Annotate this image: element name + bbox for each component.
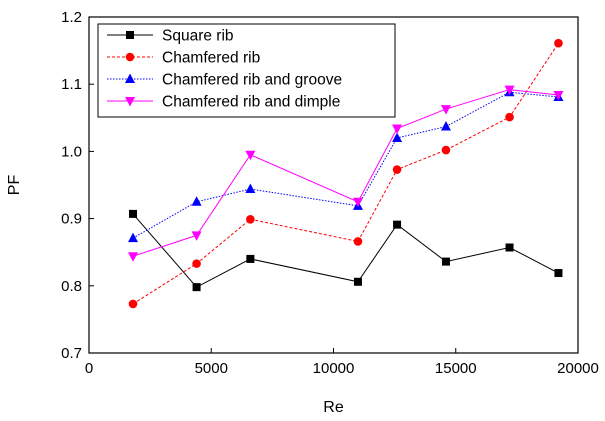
legend-marker: [125, 97, 135, 107]
data-point: [128, 232, 139, 243]
data-point: [352, 197, 363, 208]
legend-item: Square rib: [107, 28, 234, 45]
data-point: [441, 257, 450, 266]
data-point: [246, 254, 255, 263]
x-tick-label: 10000: [313, 360, 355, 377]
y-tick-label: 1.2: [61, 9, 82, 26]
legend-marker: [125, 52, 135, 62]
legend-item: Chamfered rib: [107, 50, 260, 67]
legend-item: Chamfered rib and dimple: [107, 94, 340, 111]
plot-layer: [128, 38, 564, 309]
y-tick-label: 0.8: [61, 278, 82, 295]
legend: Square rib Chamfered rib Chamfered rib and…: [97, 23, 396, 118]
x-tick-label: 5000: [195, 360, 228, 377]
data-point: [441, 145, 451, 155]
data-point: [191, 231, 202, 241]
legend-marker: [125, 73, 135, 83]
data-point: [353, 237, 363, 246]
legend-label: Chamfered rib: [162, 50, 260, 67]
data-point: [353, 277, 362, 286]
x-axis-title: Re: [323, 399, 344, 416]
series-line: [132, 42, 559, 305]
data-point: [440, 121, 451, 131]
data-point: [553, 90, 564, 101]
data-point: [392, 132, 403, 142]
data-point: [440, 105, 451, 115]
y-tick-label: 1.0: [61, 143, 82, 160]
data-point: [392, 165, 402, 174]
legend-item: Chamfered rib and groove: [107, 72, 342, 89]
series-line: [132, 213, 559, 288]
legend-label: Chamfered rib and groove: [162, 72, 342, 89]
series-line: [132, 89, 559, 257]
y-tick-label: 0.9: [61, 211, 82, 228]
data-point: [128, 299, 138, 309]
data-point: [505, 112, 514, 122]
legend-label: Square rib: [162, 28, 234, 45]
data-point: [128, 252, 139, 262]
data-point: [504, 85, 515, 96]
data-point: [192, 283, 201, 292]
data-point: [505, 243, 514, 252]
y-tick-label: 1.1: [61, 76, 82, 93]
data-point: [192, 259, 201, 268]
data-point: [246, 214, 255, 224]
x-tick-label: 0: [85, 360, 93, 377]
series-0: [129, 209, 563, 292]
legend-marker: [126, 31, 134, 39]
data-point: [554, 269, 563, 278]
series-1: [128, 38, 563, 309]
y-tick-label: 0.7: [61, 345, 82, 362]
series-3: [128, 85, 564, 262]
y-axis-title: PF: [6, 175, 23, 196]
axis-layer: 0 5000 10000 15000 20000 0.7 0.8 0.9 1.0 1.1 1.2: [61, 9, 599, 377]
data-point: [392, 124, 403, 135]
x-tick-label: 20000: [557, 360, 599, 377]
data-point: [245, 183, 256, 194]
data-point: [129, 209, 138, 218]
series-line: [132, 91, 559, 239]
data-point: [191, 196, 202, 206]
legend-label: Chamfered rib and dimple: [162, 94, 340, 111]
x-tick-label: 15000: [435, 360, 477, 377]
data-point: [393, 220, 402, 229]
data-point: [554, 38, 563, 48]
data-point: [245, 150, 256, 161]
